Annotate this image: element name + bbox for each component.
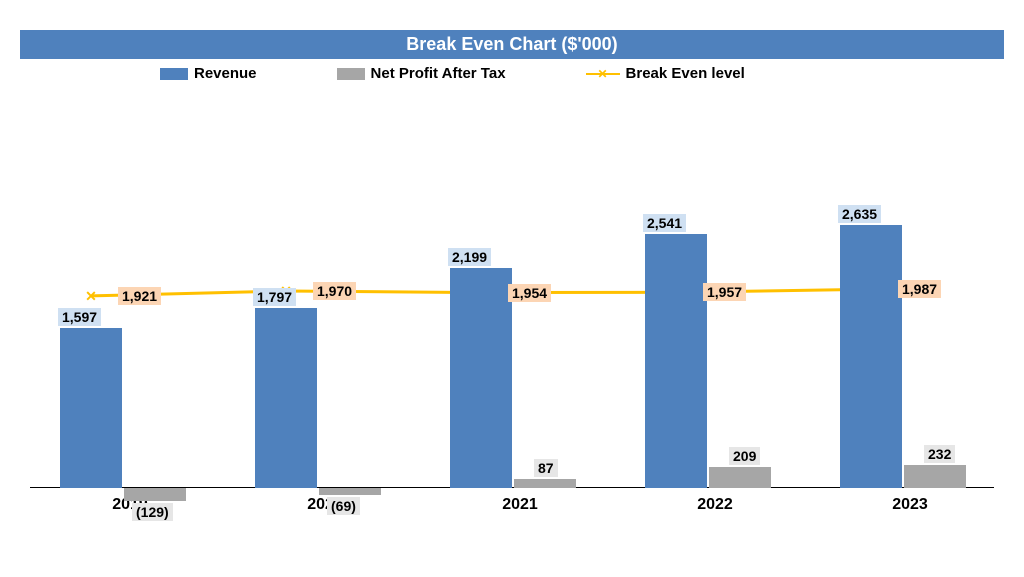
legend-swatch-revenue	[160, 68, 188, 80]
plot-area: ✕✕✕✕✕ 20191,597(129)1,92120201,797(69)1,…	[30, 98, 994, 518]
legend-label-net-profit: Net Profit After Tax	[371, 65, 506, 82]
legend-swatch-break-even: ✕	[586, 73, 620, 75]
net-profit-bar	[709, 467, 771, 488]
category-label: 2023	[870, 496, 950, 514]
revenue-bar	[60, 328, 122, 488]
break-even-chart: Break Even Chart ($'000) Revenue Net Pro…	[0, 0, 1024, 577]
legend-item-revenue: Revenue	[160, 65, 257, 82]
revenue-value-label: 2,541	[643, 214, 686, 232]
category-label: 2021	[480, 496, 560, 514]
legend: Revenue Net Profit After Tax ✕ Break Eve…	[20, 59, 1004, 88]
break-even-value-label: 1,987	[898, 280, 941, 298]
net-profit-bar	[124, 488, 186, 501]
legend-label-break-even: Break Even level	[626, 65, 745, 82]
break-even-value-label: 1,970	[313, 282, 356, 300]
net-profit-value-label: 232	[924, 445, 955, 463]
legend-item-break-even: ✕ Break Even level	[586, 65, 745, 82]
revenue-bar	[255, 308, 317, 488]
revenue-bar	[840, 225, 902, 489]
revenue-value-label: 1,597	[58, 308, 101, 326]
break-even-value-label: 1,921	[118, 287, 161, 305]
revenue-bar	[450, 268, 512, 488]
svg-text:✕: ✕	[85, 288, 97, 304]
net-profit-bar	[319, 488, 381, 495]
chart-title: Break Even Chart ($'000)	[20, 30, 1004, 59]
legend-swatch-net-profit	[337, 68, 365, 80]
revenue-bar	[645, 234, 707, 488]
legend-label-revenue: Revenue	[194, 65, 257, 82]
break-even-value-label: 1,954	[508, 284, 551, 302]
net-profit-bar	[904, 465, 966, 488]
net-profit-value-label: 209	[729, 447, 760, 465]
category-label: 2022	[675, 496, 755, 514]
revenue-value-label: 2,199	[448, 248, 491, 266]
net-profit-value-label: (129)	[132, 503, 173, 521]
net-profit-bar	[514, 479, 576, 488]
legend-item-net-profit: Net Profit After Tax	[337, 65, 506, 82]
break-even-value-label: 1,957	[703, 283, 746, 301]
net-profit-value-label: 87	[534, 459, 558, 477]
revenue-value-label: 2,635	[838, 205, 881, 223]
revenue-value-label: 1,797	[253, 288, 296, 306]
net-profit-value-label: (69)	[327, 497, 360, 515]
